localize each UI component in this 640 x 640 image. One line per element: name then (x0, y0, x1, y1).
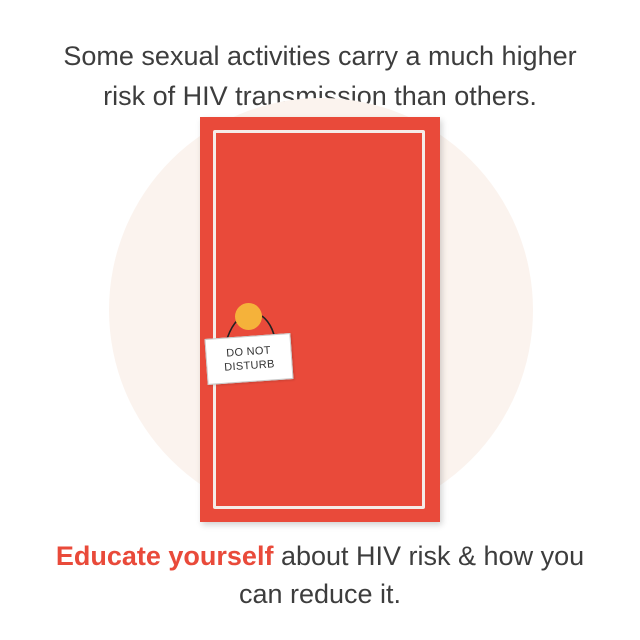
headline: Some sexual activities carry a much high… (0, 36, 640, 116)
headline-line-1: Some sexual activities carry a much high… (63, 41, 577, 71)
door-panel-frame (213, 130, 425, 509)
cta-line-1: Educate yourself about HIV risk & how yo… (0, 537, 640, 575)
sign-line-2: DISTURB (223, 358, 276, 374)
call-to-action: Educate yourself about HIV risk & how yo… (0, 537, 640, 613)
cta-line-2: can reduce it. (238, 579, 402, 609)
door-knob-icon (235, 303, 262, 330)
do-not-disturb-sign: DO NOT DISTURB (204, 333, 294, 385)
cta-emphasis: Educate yourself (55, 541, 274, 571)
cta-line-1-rest: about HIV risk & how you (273, 541, 585, 571)
